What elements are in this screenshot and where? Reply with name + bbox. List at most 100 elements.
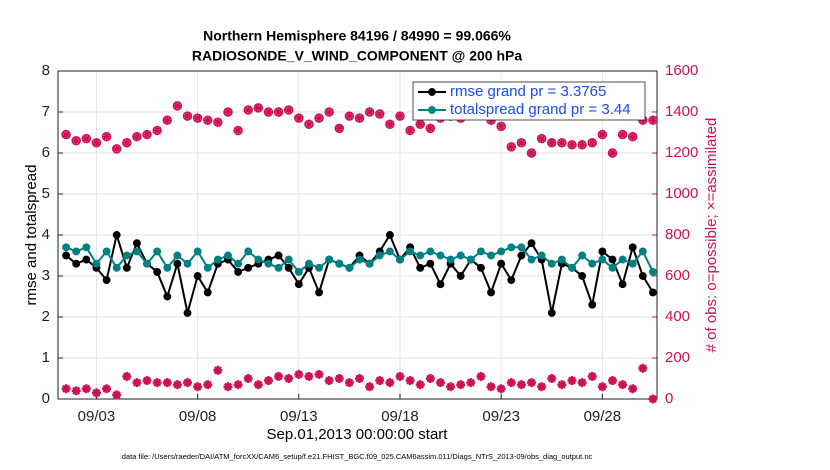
data-point — [254, 255, 263, 264]
marker-star-stroke — [598, 382, 607, 391]
marker-circle — [173, 251, 182, 260]
marker-circle — [62, 243, 71, 252]
marker-circle — [456, 272, 465, 280]
data-point — [435, 378, 445, 388]
marker-circle — [578, 272, 587, 280]
data-point — [537, 251, 546, 260]
data-point — [638, 247, 647, 256]
y2-tick-label: 1400 — [665, 103, 698, 120]
marker-circle — [607, 148, 618, 158]
data-point — [315, 288, 324, 297]
legend-marker — [428, 106, 436, 114]
marker-circle — [294, 280, 303, 289]
legend-label: totalspread grand pr = 3.44 — [450, 101, 631, 118]
marker-circle — [92, 259, 101, 268]
marker-circle — [547, 308, 556, 317]
data-point — [466, 255, 475, 264]
marker-circle — [304, 259, 313, 268]
marker-star-stroke — [416, 380, 425, 389]
marker-star-stroke — [265, 108, 272, 116]
y-axis-label: rmse and totalspread — [23, 165, 40, 306]
data-point — [436, 280, 445, 289]
data-point — [294, 113, 304, 123]
data-point — [638, 363, 648, 373]
data-point — [587, 138, 597, 148]
marker-circle — [334, 123, 345, 134]
data-point — [273, 107, 284, 117]
marker-star-stroke — [395, 372, 405, 381]
marker-circle — [587, 138, 597, 148]
marker-star-stroke — [62, 384, 71, 393]
marker-circle — [61, 129, 71, 140]
marker-star-stroke — [295, 115, 302, 122]
data-point — [587, 371, 597, 381]
data-point — [415, 119, 425, 130]
data-point — [547, 374, 557, 383]
data-point — [62, 243, 71, 252]
data-point — [598, 247, 607, 256]
x-tick-label: 09/03 — [78, 408, 116, 425]
marker-star-stroke — [132, 378, 141, 387]
marker-circle — [426, 259, 435, 268]
marker-circle — [163, 263, 172, 272]
data-point — [71, 135, 81, 146]
marker-circle — [557, 138, 567, 148]
marker-circle — [365, 259, 374, 268]
y-tick-label: 8 — [42, 62, 50, 79]
marker-circle — [132, 239, 141, 248]
marker-star-stroke — [284, 374, 293, 383]
marker-star-stroke — [456, 380, 465, 389]
data-point — [233, 380, 243, 390]
data-point — [183, 259, 192, 268]
data-point — [325, 255, 334, 264]
marker-star-stroke — [194, 115, 201, 122]
data-point — [132, 239, 141, 248]
data-point — [405, 125, 415, 136]
data-point — [213, 365, 223, 375]
marker-star-stroke — [204, 117, 211, 124]
marker-circle — [153, 267, 162, 276]
data-point — [375, 376, 385, 386]
marker-circle — [82, 243, 91, 252]
data-point — [315, 263, 324, 272]
marker-star-stroke — [406, 376, 415, 385]
data-point — [72, 259, 81, 268]
marker-circle — [304, 119, 314, 130]
marker-circle — [82, 255, 91, 264]
x-tick-label: 09/23 — [482, 408, 520, 425]
data-point — [364, 107, 375, 117]
marker-star-stroke — [385, 378, 394, 387]
marker-star-stroke — [588, 372, 597, 381]
data-point — [355, 374, 365, 383]
marker-circle — [627, 131, 638, 142]
marker-star-stroke — [618, 380, 627, 389]
marker-star-stroke — [407, 127, 414, 134]
marker-circle — [314, 113, 324, 123]
data-point — [577, 140, 587, 150]
marker-star-stroke — [498, 123, 505, 130]
data-point — [122, 251, 131, 260]
data-point — [203, 115, 213, 125]
marker-star-stroke — [518, 139, 525, 146]
marker-circle — [243, 105, 253, 115]
marker-circle — [224, 251, 232, 260]
data-point — [577, 378, 587, 388]
data-point — [284, 255, 293, 264]
data-point — [345, 263, 354, 272]
marker-circle — [345, 263, 354, 272]
data-point — [536, 133, 547, 144]
data-point — [497, 259, 506, 268]
data-point — [143, 259, 151, 268]
marker-star-stroke — [315, 115, 323, 122]
data-point — [618, 380, 628, 390]
marker-circle — [254, 255, 263, 264]
marker-circle — [536, 133, 547, 144]
marker-star-stroke — [183, 378, 192, 387]
data-point — [102, 247, 111, 256]
marker-circle — [507, 276, 516, 285]
data-point — [557, 255, 566, 264]
marker-circle — [132, 247, 141, 256]
data-point — [627, 131, 638, 142]
y-tick-label: 5 — [42, 185, 50, 202]
marker-circle — [487, 251, 496, 260]
